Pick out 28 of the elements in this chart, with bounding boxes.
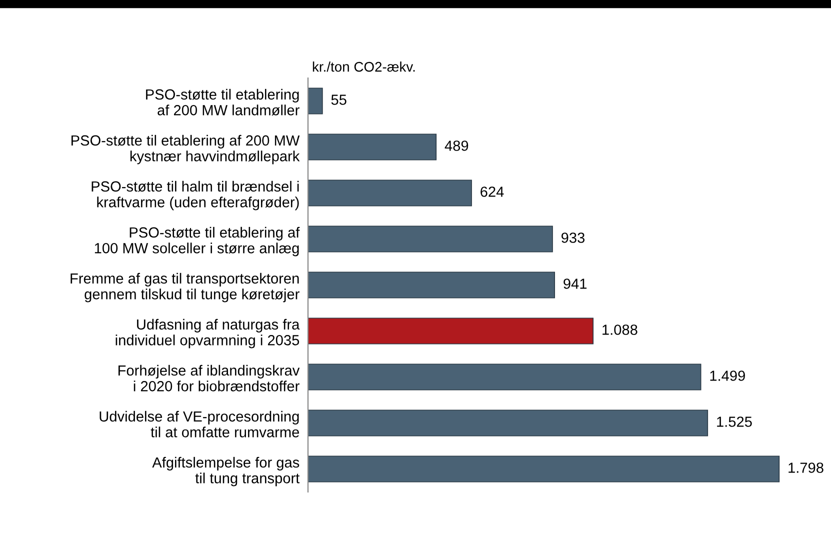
bar	[308, 318, 594, 344]
x-axis-title: kr./ton CO2-ækv.	[312, 62, 415, 72]
data-label: 1.525	[717, 416, 752, 427]
bar	[308, 134, 437, 160]
y-tick-label: PSO-støtte til etablering af 200 MW kystnær havvindmøllepark	[72, 134, 300, 164]
y-tick-label: PSO-støtte til halm til brændsel i kraftvarme (uden efterafgrøder)	[92, 180, 299, 210]
data-label: 1.088	[602, 324, 638, 335]
data-label: 624	[480, 186, 504, 197]
y-tick-label: Afgiftslempelse for gas til tung transport	[152, 456, 300, 486]
y-tick-label: PSO-støtte til etablering af 200 MW landmøller	[146, 88, 300, 116]
bar	[308, 364, 702, 390]
data-label: 1.499	[710, 370, 745, 381]
y-tick-label: Fremme af gas til transportsektoren gennem tilskud til tunge køretøjer	[70, 272, 300, 302]
y-tick-label: PSO-støtte til etablering af 100 MW solceller i større anlæg	[94, 226, 300, 256]
data-label: 55	[331, 94, 346, 105]
bar	[308, 226, 553, 252]
bar	[308, 272, 556, 298]
data-label: 489	[444, 140, 468, 151]
data-label: 941	[564, 278, 587, 289]
bar	[308, 456, 780, 482]
bar	[308, 180, 472, 206]
data-label: 1.798	[788, 462, 824, 473]
y-tick-label: Udfasning af naturgas fra individuel opvarmning i 2035	[116, 318, 300, 348]
bar	[308, 410, 708, 436]
y-tick-label: Forhøjelse af iblandingskrav i 2020 for biobrændstoffer	[118, 364, 300, 392]
data-label: 933	[562, 232, 585, 243]
y-tick-label: Udvidelse af VE-procesordning til at omfatte rumvarme	[100, 410, 300, 438]
bar	[308, 88, 323, 114]
